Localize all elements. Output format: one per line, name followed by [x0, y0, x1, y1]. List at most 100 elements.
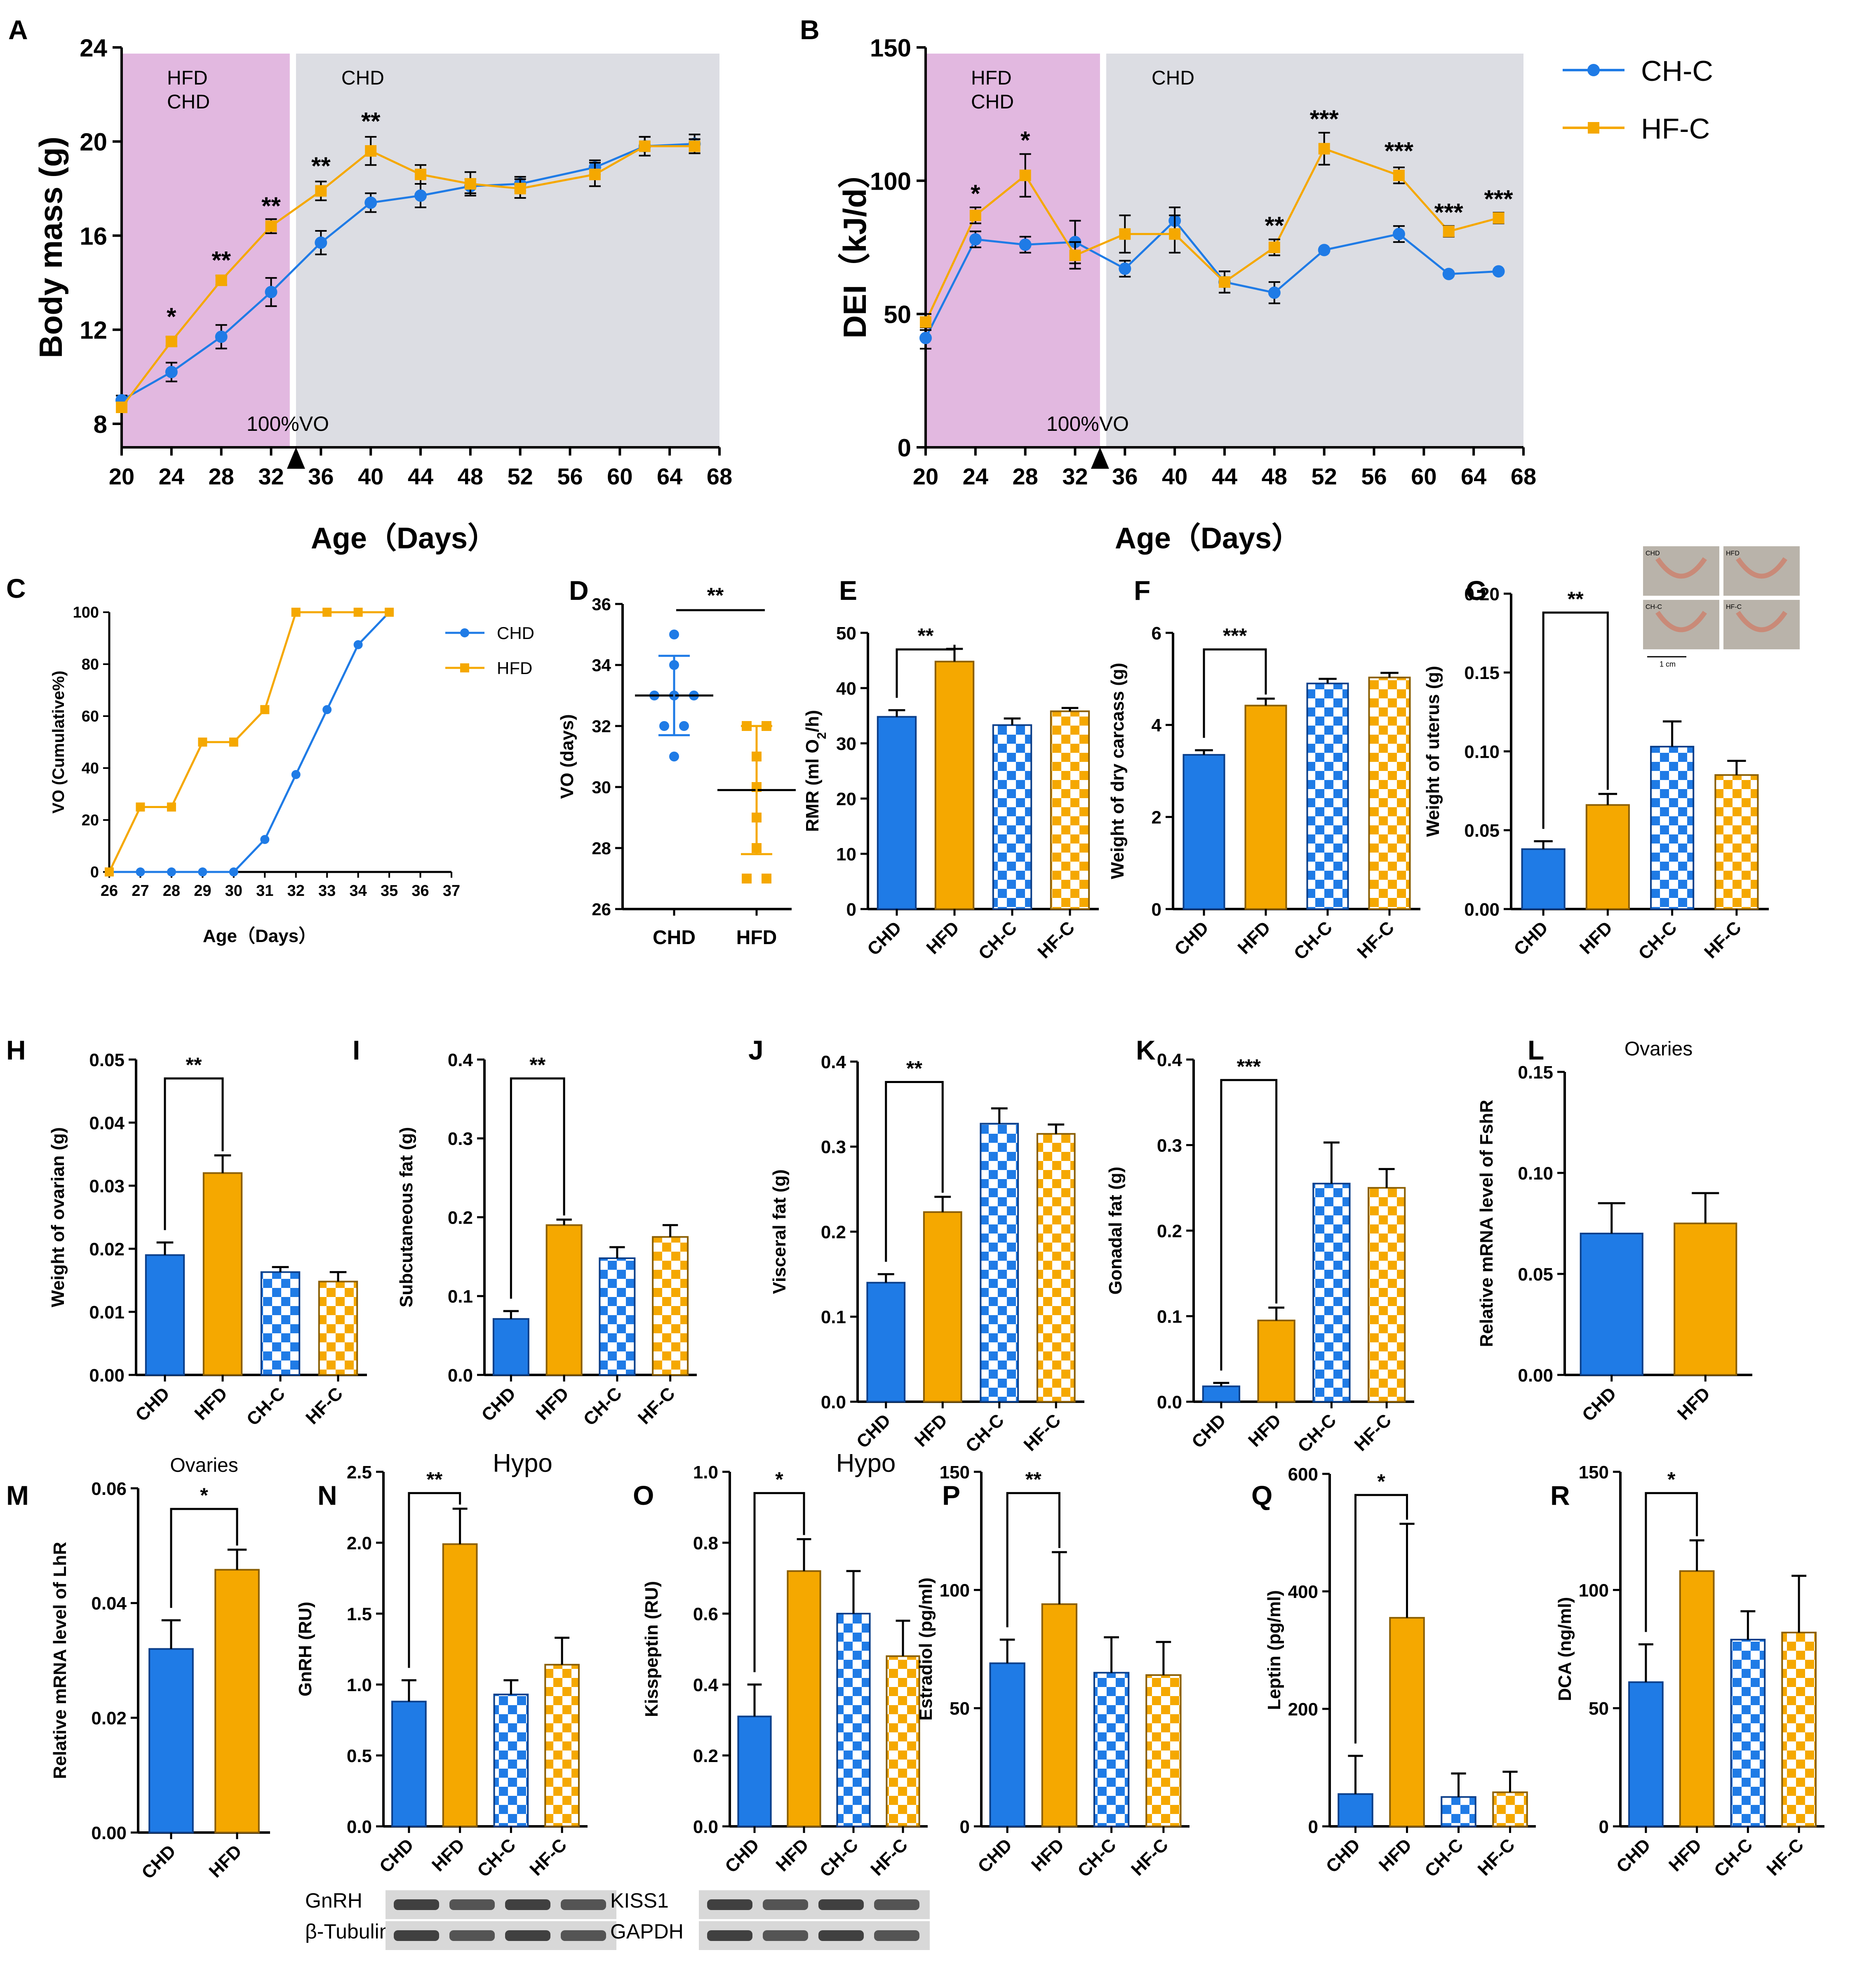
panel-b-series-0-point-4	[1119, 262, 1131, 275]
panel-b-xtick-label-5: 40	[1162, 463, 1187, 489]
panel-f-ytick-label-1: 2	[1152, 808, 1161, 828]
panel-n-bar-0	[391, 1701, 427, 1827]
panel-p-ylabel: Estradiol (pg/ml)	[916, 1577, 936, 1720]
panel-c-xtick-label-3: 29	[194, 882, 211, 900]
panel-letter-m: M	[6, 1480, 29, 1511]
panel-o-blot-band-0-0	[707, 1899, 752, 1910]
panel-q-ytick-label-3: 600	[1288, 1464, 1318, 1485]
panel-l-ytick-label-0: 0.00	[1518, 1365, 1553, 1386]
panel-i-sig-bracket	[510, 1077, 565, 1299]
panel-p-bar-3	[1145, 1674, 1182, 1827]
panel-g-sig-label: **	[1568, 587, 1584, 611]
panel-g-inset-photo-3	[1723, 600, 1800, 649]
panel-e-sig-label: **	[918, 624, 934, 647]
panel-e-errbar-1	[946, 648, 963, 662]
panel-b-legend-label-0: CH-C	[1641, 55, 1713, 87]
panel-c-series-1-line	[108, 611, 390, 873]
panel-o-bar-2	[836, 1613, 871, 1827]
panel-e-ytick-label-0: 0	[846, 900, 856, 920]
panel-h-xtick-label-3: HF-C	[302, 1383, 347, 1428]
panel-b-xtick-label-11: 64	[1461, 463, 1486, 489]
panel-j-ytick-label-0: 0.0	[821, 1392, 846, 1412]
panel-f-bar-3	[1368, 677, 1411, 910]
panel-n-xtick-label-1: HFD	[428, 1835, 469, 1875]
panel-g-inset-photo-1	[1723, 546, 1800, 596]
panel-m-ytick-label-0: 0.00	[91, 1823, 127, 1843]
panel-o-errbar-1	[797, 1538, 811, 1571]
panel-c-series-0-point-4	[229, 867, 238, 876]
panel-g-inset-uterus-3	[1736, 611, 1787, 632]
panel-j-ytick-label-3: 0.3	[821, 1137, 846, 1157]
panel-g-ylabel: Weight of uterus (g)	[1423, 666, 1443, 837]
panel-g-xtick-label-2: CH-C	[1634, 917, 1681, 963]
panel-j-errbar-2	[991, 1107, 1008, 1124]
panel-c-xtick-label-6: 32	[287, 882, 305, 900]
panel-n-blot-band-0-3	[561, 1899, 606, 1910]
panel-c-series-0-point-3	[198, 867, 207, 876]
panel-c-xtick-label-2: 28	[163, 882, 180, 900]
panel-r-bar-2	[1730, 1639, 1766, 1827]
panel-i-errbar-2	[609, 1246, 625, 1258]
panel-n-bar-3	[544, 1664, 580, 1828]
panel-d-series-0-point-6	[679, 721, 689, 731]
panel-e-errbar-0	[888, 709, 905, 717]
panel-g-bar-1	[1585, 804, 1630, 910]
panel-r-errbar-1	[1689, 1539, 1704, 1571]
panel-a-series-1-point-6	[415, 169, 426, 181]
panel-g-xtick-label-3: HF-C	[1700, 917, 1745, 962]
panel-b-ytick-label-1: 50	[884, 301, 911, 329]
panel-letter-d: D	[569, 575, 589, 606]
panel-h-bar-2	[260, 1271, 301, 1376]
panel-o-xtick-label-1: HFD	[772, 1835, 813, 1875]
panel-i-xtick-label-3: HF-C	[634, 1383, 679, 1428]
panel-e-xtick-label-2: CH-C	[975, 917, 1021, 963]
panel-o-blot-band-1-1	[763, 1930, 808, 1941]
panel-d-ytick-label-1: 28	[592, 839, 611, 858]
panel-j-ytick-label-1: 0.1	[821, 1307, 846, 1328]
panel-c-ytick-label-0: 0	[90, 864, 99, 881]
panel-q-xtick-label-2: CH-C	[1421, 1835, 1467, 1881]
panel-k-bar-3	[1367, 1187, 1406, 1403]
panel-k-ytick-label-1: 0.1	[1157, 1306, 1182, 1327]
panel-b-ylabel: DEI（kJ/d）	[837, 156, 873, 338]
panel-p-sig-bracket	[1006, 1492, 1060, 1628]
panel-q: 0 200 400 600 CHD HFD CH-C HF-C Leptin (pg/ml) *	[1264, 1464, 1536, 1881]
panel-l-bar-0	[1580, 1233, 1643, 1376]
panel-b-band-label-1-0: CHD	[1152, 67, 1194, 89]
panel-r-ytick-label-0: 0	[1599, 1817, 1609, 1837]
panel-r-bar-1	[1679, 1570, 1715, 1828]
panel-r-bar-3	[1781, 1631, 1817, 1828]
panel-h-xtick-label-0: CHD	[132, 1383, 174, 1425]
panel-g-inset-photo-2	[1643, 600, 1719, 649]
panel-l-xtick-label-0: CHD	[1578, 1383, 1620, 1425]
panel-l-ytick-label-3: 0.15	[1518, 1062, 1553, 1083]
panel-l-ytick-label-1: 0.05	[1518, 1264, 1553, 1285]
panel-k-errbar-0	[1213, 1382, 1230, 1386]
panel-g-inset-label-3: HF-C	[1726, 604, 1742, 611]
panel-o-ytick-label-0: 0.0	[693, 1817, 718, 1837]
panel-f-xtick-label-2: CH-C	[1290, 917, 1336, 963]
panel-o-blot-band-1-2	[818, 1930, 864, 1941]
panel-letter-o: O	[633, 1480, 654, 1511]
panel-b-series-1-point-1	[969, 209, 981, 221]
panel-o-blot-label-0: KISS1	[610, 1889, 669, 1912]
panel-a-xtick-label-3: 32	[258, 463, 284, 489]
panel-h-ytick-label-2: 0.02	[89, 1239, 125, 1259]
panel-n-blot-band-0-1	[449, 1899, 495, 1910]
panel-g-inset-uterus-2	[1655, 611, 1707, 632]
panel-l: 0.00 0.05 0.10 0.15 CHD HFD Relative mRNA leve…	[1476, 1038, 1752, 1425]
panel-b-annotation-1: *	[1020, 127, 1030, 154]
panel-j: 0.0 0.1 0.2 0.3 0.4 CHD HFD CH-C HF-C Visceral fa…	[769, 1052, 1084, 1457]
panel-q-errbar-2	[1451, 1772, 1466, 1797]
panel-a-ytick-label-2: 16	[80, 222, 107, 250]
panel-a-series-0-point-6	[414, 189, 427, 202]
panel-l-errbar-0	[1598, 1202, 1625, 1234]
panel-a-series-0-point-2	[215, 330, 228, 343]
panel-o-title: Hypo	[836, 1449, 896, 1478]
panel-j-errbar-0	[877, 1273, 894, 1283]
panel-o-blot-label-1: GAPDH	[610, 1920, 684, 1943]
panel-n-ytick-label-1: 0.5	[347, 1746, 372, 1766]
panel-m-bar-1	[214, 1569, 260, 1834]
panel-a-series-1-point-8	[514, 183, 526, 195]
panel-b-annotation-6: ***	[1484, 185, 1514, 213]
